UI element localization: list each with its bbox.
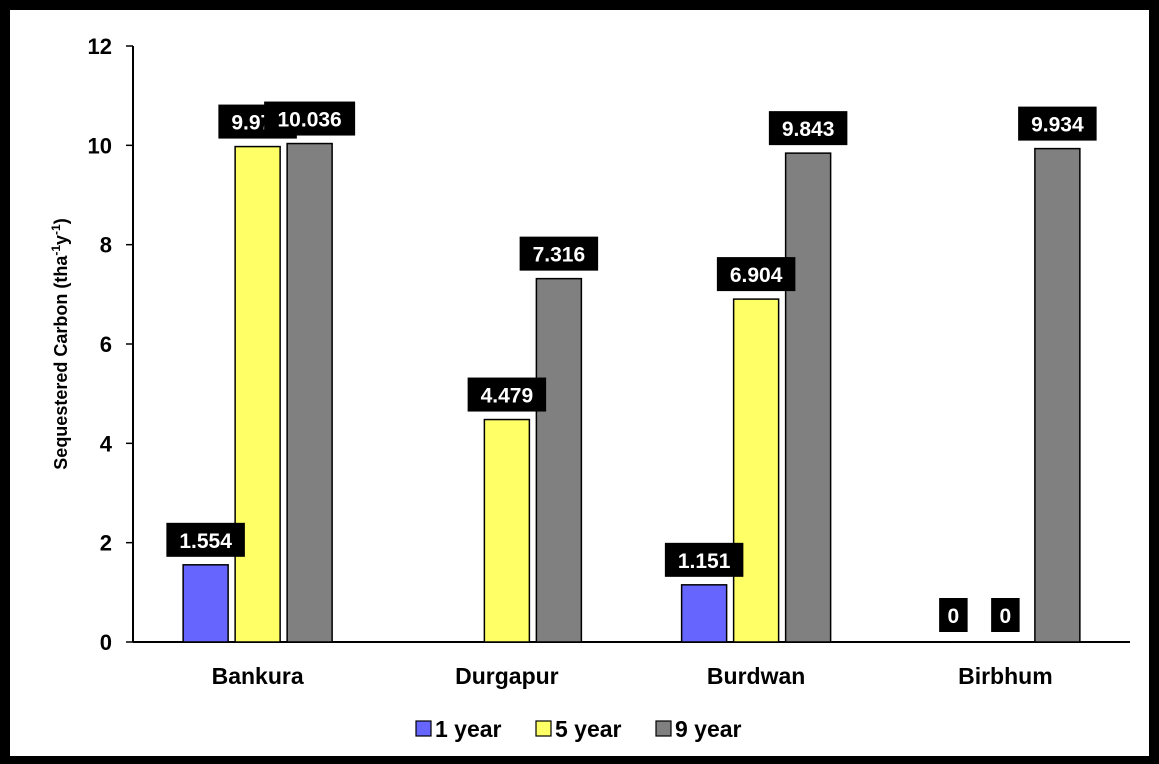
data-label-box bbox=[716, 257, 796, 292]
legend-swatch-1-year bbox=[415, 720, 432, 737]
legend-swatch-9-year bbox=[655, 720, 672, 737]
bar-5-year-burdwan bbox=[732, 298, 780, 643]
bar-1-year-burdwan bbox=[680, 584, 728, 643]
bar-9-year-birbhum bbox=[1034, 147, 1081, 643]
data-label: 6.904 bbox=[730, 264, 783, 287]
data-label-box bbox=[519, 236, 599, 271]
data-label: 0 bbox=[1000, 605, 1012, 628]
data-label: 1.554 bbox=[179, 530, 232, 553]
y-axis-title: Sequestered Carbon (tha-1y-1) bbox=[49, 218, 71, 469]
y-tick-label: 10 bbox=[88, 133, 112, 158]
category-label-burdwan: Burdwan bbox=[707, 663, 805, 689]
category-labels: Bankura Durgapur Burdwan Birbhum bbox=[212, 663, 1053, 689]
y-tick-label: 0 bbox=[100, 630, 112, 655]
data-label-box bbox=[939, 598, 968, 632]
data-label: 0 bbox=[948, 605, 960, 628]
y-tick-label: 8 bbox=[100, 233, 112, 258]
category-label-birbhum: Birbhum bbox=[958, 663, 1053, 689]
bar-5-year-durgapur bbox=[483, 418, 531, 643]
data-label: 9.843 bbox=[782, 118, 835, 141]
legend-label: 1 year bbox=[435, 716, 502, 742]
bar-9-year-durgapur bbox=[535, 277, 583, 643]
y-tick-label: 6 bbox=[100, 332, 112, 357]
data-label-box bbox=[467, 377, 547, 412]
data-label-box bbox=[768, 111, 848, 146]
category-label-durgapur: Durgapur bbox=[455, 663, 559, 689]
bar-5-year-bankura bbox=[234, 145, 281, 643]
data-label: 1.151 bbox=[678, 550, 731, 573]
legend-label: 9 year bbox=[675, 716, 742, 742]
y-tick-labels: 0 2 4 6 8 10 12 bbox=[88, 34, 133, 655]
bar-1-year-bankura bbox=[182, 564, 229, 643]
bar-9-year-bankura bbox=[286, 142, 333, 643]
bars bbox=[182, 142, 1081, 643]
y-tick-label: 12 bbox=[88, 34, 112, 59]
data-label-box bbox=[1018, 106, 1097, 141]
data-label: 4.479 bbox=[481, 385, 534, 408]
data-label-box bbox=[991, 598, 1020, 632]
y-tick-label: 2 bbox=[100, 531, 112, 556]
category-label-bankura: Bankura bbox=[212, 663, 304, 689]
y-tick-label: 4 bbox=[100, 431, 113, 456]
legend-swatch-5-year bbox=[535, 720, 552, 737]
data-label-box bbox=[166, 522, 245, 557]
legend: 1 year 5 year 9 year bbox=[415, 716, 742, 742]
data-labels: 1.5549.97510.0364.4797.3161.1516.9049.84… bbox=[166, 101, 1097, 632]
data-label: 9.934 bbox=[1031, 114, 1084, 137]
data-label-box bbox=[264, 101, 356, 136]
data-label: 7.316 bbox=[533, 244, 586, 267]
bar-9-year-burdwan bbox=[784, 152, 832, 643]
data-label-box bbox=[664, 542, 744, 577]
legend-label: 5 year bbox=[555, 716, 622, 742]
data-label: 10.036 bbox=[278, 109, 342, 132]
